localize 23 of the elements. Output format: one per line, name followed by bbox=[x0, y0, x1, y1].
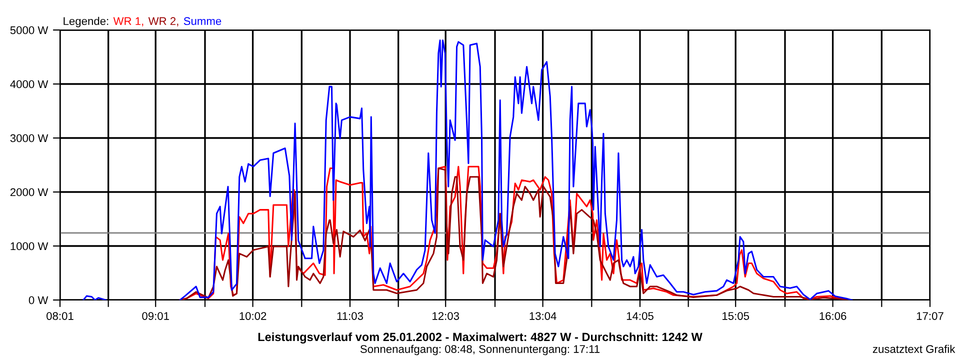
x-tick-label: 15:05 bbox=[722, 312, 750, 320]
y-tick-label: 3000 W bbox=[10, 134, 48, 142]
text: Summe bbox=[184, 17, 222, 26]
text: zusatztext Grafik bbox=[872, 344, 956, 353]
x-tick-label: 17:07 bbox=[916, 312, 944, 320]
x-tick-label: 10:02 bbox=[240, 312, 266, 320]
y-tick-label: 2000 W bbox=[10, 188, 48, 196]
y-tick-label: 4000 W bbox=[10, 80, 48, 88]
y-tick-label: 1000 W bbox=[10, 242, 48, 250]
x-tick-label: 13:04 bbox=[530, 312, 556, 320]
x-tick-label: 08:01 bbox=[46, 312, 74, 320]
x-tick-label: 11:03 bbox=[337, 312, 363, 320]
x-tick-label: 14:05 bbox=[626, 312, 654, 320]
y-tick-label: 5000 W bbox=[10, 26, 48, 34]
text: WR 1, bbox=[113, 17, 144, 26]
text: Leistungsverlauf vom 25.01.2002 - Maximalwert: 4827 W - Durchschnitt: 1242 W bbox=[258, 332, 702, 344]
x-tick-label: 09:01 bbox=[142, 312, 169, 320]
y-tick-label: 0 W bbox=[28, 296, 48, 304]
text: Sonnenaufgang: 08:48, Sonnenuntergang: 17:11 bbox=[360, 344, 600, 356]
x-tick-label: 16:06 bbox=[820, 312, 846, 320]
x-tick-label: 12:03 bbox=[432, 312, 460, 320]
legend-title: Legende: bbox=[64, 16, 108, 28]
text: WR 2, bbox=[148, 17, 178, 26]
